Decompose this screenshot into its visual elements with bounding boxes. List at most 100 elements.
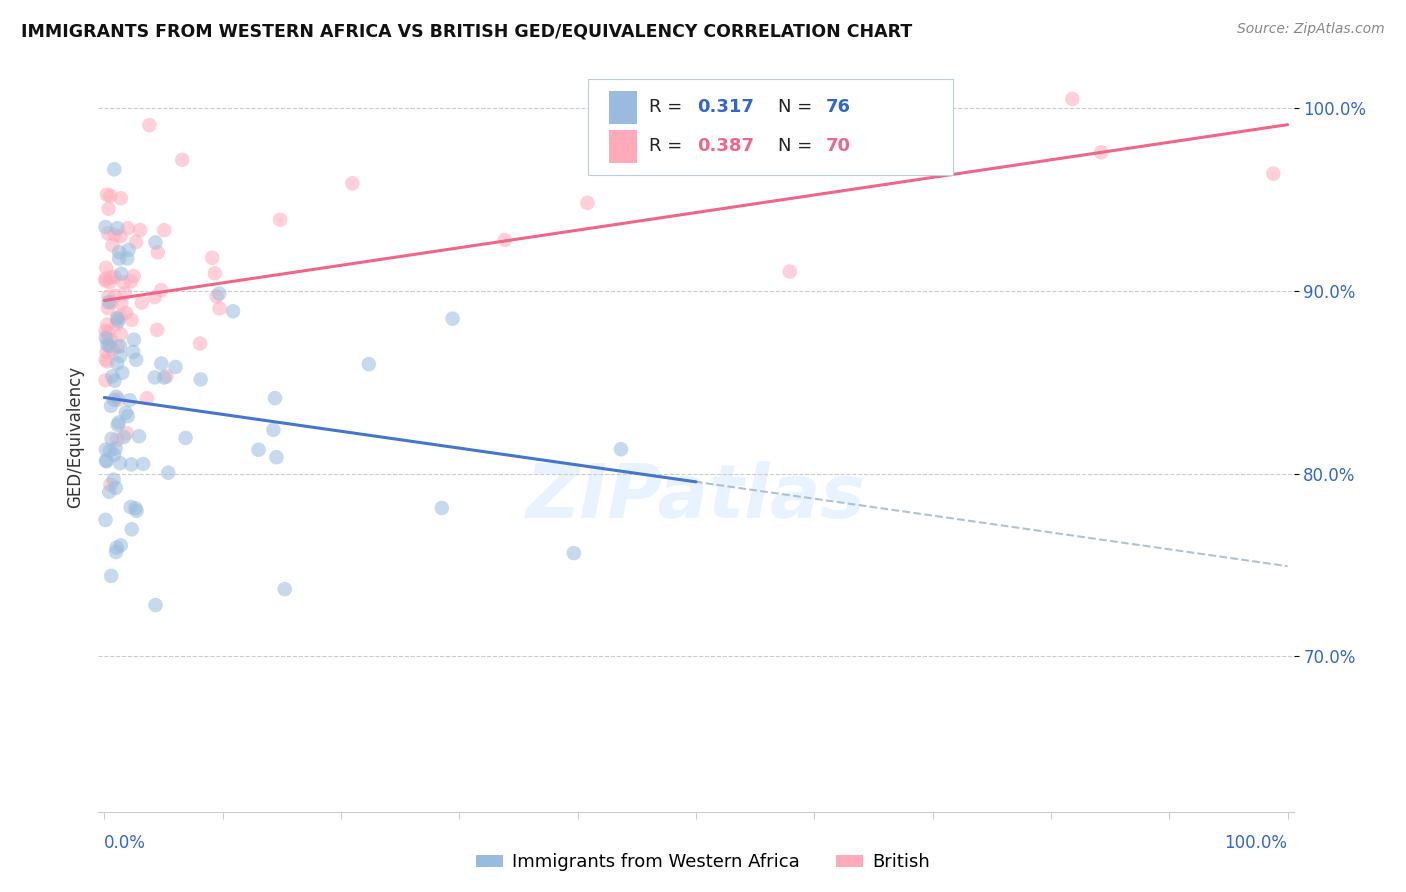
Point [118, 393, 141, 408]
Point [100, 295, 122, 310]
Point [110, 229, 132, 244]
Point [108, 252, 131, 266]
Point [98, 484, 121, 499]
Point [157, 466, 180, 480]
Point [269, 212, 291, 227]
Point [107, 339, 129, 353]
Point [188, 336, 211, 351]
Point [100, 399, 122, 413]
Text: 70: 70 [827, 137, 851, 155]
Point [124, 501, 146, 516]
Text: 0.387: 0.387 [697, 137, 754, 155]
Point [136, 391, 159, 405]
Point [100, 189, 122, 203]
Point [104, 481, 127, 495]
Point [264, 391, 287, 405]
Point [143, 370, 166, 384]
Point [94, 324, 117, 338]
Point [101, 343, 124, 357]
Point [103, 392, 125, 407]
Point [131, 295, 153, 310]
Point [274, 582, 297, 596]
Point [97, 202, 120, 216]
Point [108, 245, 131, 260]
Point [150, 283, 173, 297]
Point [117, 409, 139, 424]
Point [96, 338, 118, 352]
Point [172, 153, 194, 167]
Point [105, 310, 128, 325]
Point [247, 442, 270, 457]
Point [205, 289, 228, 303]
Point [103, 448, 125, 462]
FancyBboxPatch shape [589, 78, 953, 175]
Point [94, 273, 117, 287]
Point [105, 356, 128, 370]
Point [94, 352, 117, 367]
Point [121, 522, 143, 536]
Text: 0.317: 0.317 [697, 98, 754, 117]
Point [357, 357, 380, 371]
Point [112, 276, 135, 290]
Point [1090, 145, 1112, 160]
Point [105, 390, 128, 404]
Point [110, 267, 132, 281]
Point [104, 442, 127, 456]
Point [114, 406, 136, 420]
Point [120, 458, 142, 472]
Point [128, 429, 150, 443]
Point [100, 270, 122, 285]
Point [110, 538, 132, 552]
Point [115, 252, 138, 266]
Point [117, 243, 139, 257]
Point [94, 453, 117, 467]
Point [103, 374, 125, 388]
Point [562, 546, 585, 560]
Point [96, 354, 118, 368]
Point [94, 219, 117, 234]
Point [108, 349, 131, 363]
Point [610, 442, 633, 457]
Point [97, 332, 120, 346]
Point [111, 366, 134, 380]
Point [174, 431, 197, 445]
Point [165, 359, 187, 374]
Point [101, 238, 124, 252]
Point [98, 275, 121, 289]
Point [94, 331, 117, 345]
Point [107, 314, 129, 328]
Point [107, 392, 129, 407]
Point [96, 454, 118, 468]
Point [204, 266, 226, 280]
Point [576, 195, 599, 210]
Point [103, 269, 125, 284]
Point [115, 306, 138, 320]
Point [105, 433, 128, 447]
Point [125, 235, 148, 249]
Point [103, 473, 125, 487]
Point [779, 264, 801, 278]
Point [146, 323, 169, 337]
Text: Source: ZipAtlas.com: Source: ZipAtlas.com [1237, 22, 1385, 37]
Point [100, 569, 122, 583]
Point [201, 251, 224, 265]
Point [112, 430, 135, 444]
Point [117, 221, 139, 235]
Point [110, 296, 132, 310]
Text: IMMIGRANTS FROM WESTERN AFRICA VS BRITISH GED/EQUIVALENCY CORRELATION CHART: IMMIGRANTS FROM WESTERN AFRICA VS BRITIS… [21, 22, 912, 40]
Point [110, 191, 132, 205]
Point [105, 545, 128, 559]
Point [108, 339, 131, 353]
Point [190, 372, 212, 386]
Text: R =: R = [650, 137, 689, 155]
Point [108, 456, 131, 470]
Point [97, 301, 120, 315]
Point [494, 233, 516, 247]
Point [105, 541, 128, 555]
Point [107, 416, 129, 430]
Point [125, 352, 148, 367]
Point [342, 177, 364, 191]
Point [153, 223, 176, 237]
Point [98, 339, 121, 353]
Point [120, 274, 142, 288]
